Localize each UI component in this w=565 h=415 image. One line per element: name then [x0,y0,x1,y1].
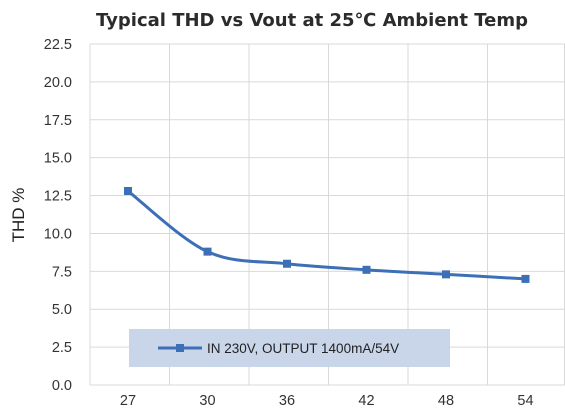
y-tick-label: 17.5 [44,113,72,129]
y-tick-label: 5.0 [52,302,72,318]
y-tick-label: 7.5 [52,264,72,280]
x-tick-labels: 27 30 36 42 48 54 [120,393,534,409]
data-point [203,247,212,256]
x-tick-label: 36 [279,393,295,409]
y-tick-labels: 0.0 2.5 5.0 7.5 10.0 12.5 15.0 17.5 20.0 22.5 [44,37,72,394]
series-markers [124,187,530,283]
x-tick-label: 54 [517,393,533,409]
y-tick-label: 20.0 [44,75,72,91]
data-point [442,270,450,279]
y-tick-label: 2.5 [52,340,72,356]
legend-series-label: IN 230V, OUTPUT 1400mA/54V [207,341,399,356]
y-tick-label: 12.5 [44,189,72,205]
x-tick-label: 27 [120,393,136,409]
x-tick-label: 48 [438,393,454,409]
data-point [521,274,530,283]
legend-marker-swatch [176,344,184,352]
y-tick-label: 0.0 [52,378,72,394]
data-point [283,259,291,268]
series-lines [127,189,526,281]
x-tick-label: 42 [358,393,374,409]
data-point [124,187,132,196]
y-tick-label: 15.0 [44,151,72,167]
y-tick-label: 22.5 [44,37,72,53]
y-tick-label: 10.0 [44,226,72,242]
data-point [362,265,371,274]
y-axis-label: THD % [9,188,28,243]
x-tick-label: 30 [199,393,215,409]
grid-lines [89,43,565,386]
chart-title: Typical THD vs Vout at 25℃ Ambient Temp [96,10,528,31]
series-line [127,189,526,281]
legend: IN 230V, OUTPUT 1400mA/54V [129,329,450,367]
